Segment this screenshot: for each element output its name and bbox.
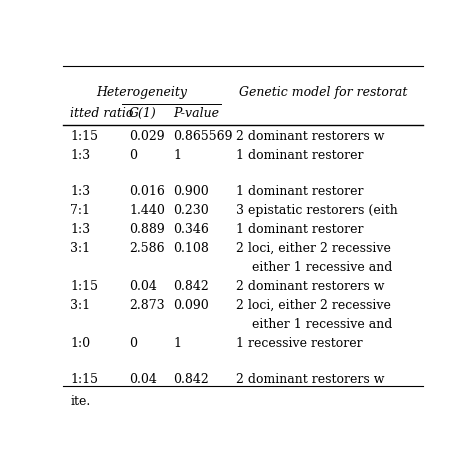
Text: 2 dominant restorers w⁠: 2 dominant restorers w⁠ — [236, 130, 384, 143]
Text: 1: 1 — [173, 337, 181, 350]
Text: 0: 0 — [129, 337, 137, 350]
Text: 0.889: 0.889 — [129, 223, 165, 236]
Text: 0.842: 0.842 — [173, 373, 209, 386]
Text: 1:15: 1:15 — [70, 130, 98, 143]
Text: 1:3: 1:3 — [70, 185, 91, 198]
Text: 2 dominant restorers w⁠: 2 dominant restorers w⁠ — [236, 280, 384, 293]
Text: 0: 0 — [129, 149, 137, 162]
Text: 2.586: 2.586 — [129, 242, 164, 255]
Text: 2 dominant restorers w⁠: 2 dominant restorers w⁠ — [236, 373, 384, 386]
Text: 1 recessive restorer: 1 recessive restorer — [236, 337, 362, 350]
Text: 7:1: 7:1 — [70, 204, 90, 217]
Text: 2.873: 2.873 — [129, 299, 164, 312]
Text: 3:1: 3:1 — [70, 299, 91, 312]
Text: 0.04: 0.04 — [129, 373, 157, 386]
Text: Genetic model for restorat: Genetic model for restorat — [239, 86, 408, 99]
Text: 1.440: 1.440 — [129, 204, 165, 217]
Text: 0.029: 0.029 — [129, 130, 164, 143]
Text: 1:3: 1:3 — [70, 223, 91, 236]
Text: 1: 1 — [173, 149, 181, 162]
Text: Heterogeneity: Heterogeneity — [96, 86, 187, 99]
Text: 2 loci, either 2 recessive⁠: 2 loci, either 2 recessive⁠ — [236, 242, 391, 255]
Text: 0.090: 0.090 — [173, 299, 209, 312]
Text: 3:1: 3:1 — [70, 242, 91, 255]
Text: 1 dominant restorer: 1 dominant restorer — [236, 185, 363, 198]
Text: 1:3: 1:3 — [70, 149, 91, 162]
Text: 2 loci, either 2 recessive⁠: 2 loci, either 2 recessive⁠ — [236, 299, 391, 312]
Text: 0.865569: 0.865569 — [173, 130, 233, 143]
Text: 1 dominant restorer: 1 dominant restorer — [236, 223, 363, 236]
Text: 0.842: 0.842 — [173, 280, 209, 293]
Text: 3 epistatic restorers (eith⁠: 3 epistatic restorers (eith⁠ — [236, 204, 397, 217]
Text: 0.230: 0.230 — [173, 204, 209, 217]
Text: 0.108: 0.108 — [173, 242, 209, 255]
Text: 1 dominant restorer: 1 dominant restorer — [236, 149, 363, 162]
Text: itted ratio: itted ratio — [70, 107, 134, 119]
Text: 0.04: 0.04 — [129, 280, 157, 293]
Text: 1:0: 1:0 — [70, 337, 91, 350]
Text: P-value: P-value — [173, 107, 219, 119]
Text: either 1 recessive and⁠: either 1 recessive and⁠ — [236, 261, 392, 274]
Text: 0.016: 0.016 — [129, 185, 165, 198]
Text: 1:15: 1:15 — [70, 373, 98, 386]
Text: ite.: ite. — [70, 395, 91, 408]
Text: either 1 recessive and⁠: either 1 recessive and⁠ — [236, 318, 392, 331]
Text: 1:15: 1:15 — [70, 280, 98, 293]
Text: 0.900: 0.900 — [173, 185, 209, 198]
Text: G(1): G(1) — [129, 107, 157, 119]
Text: 0.346: 0.346 — [173, 223, 209, 236]
